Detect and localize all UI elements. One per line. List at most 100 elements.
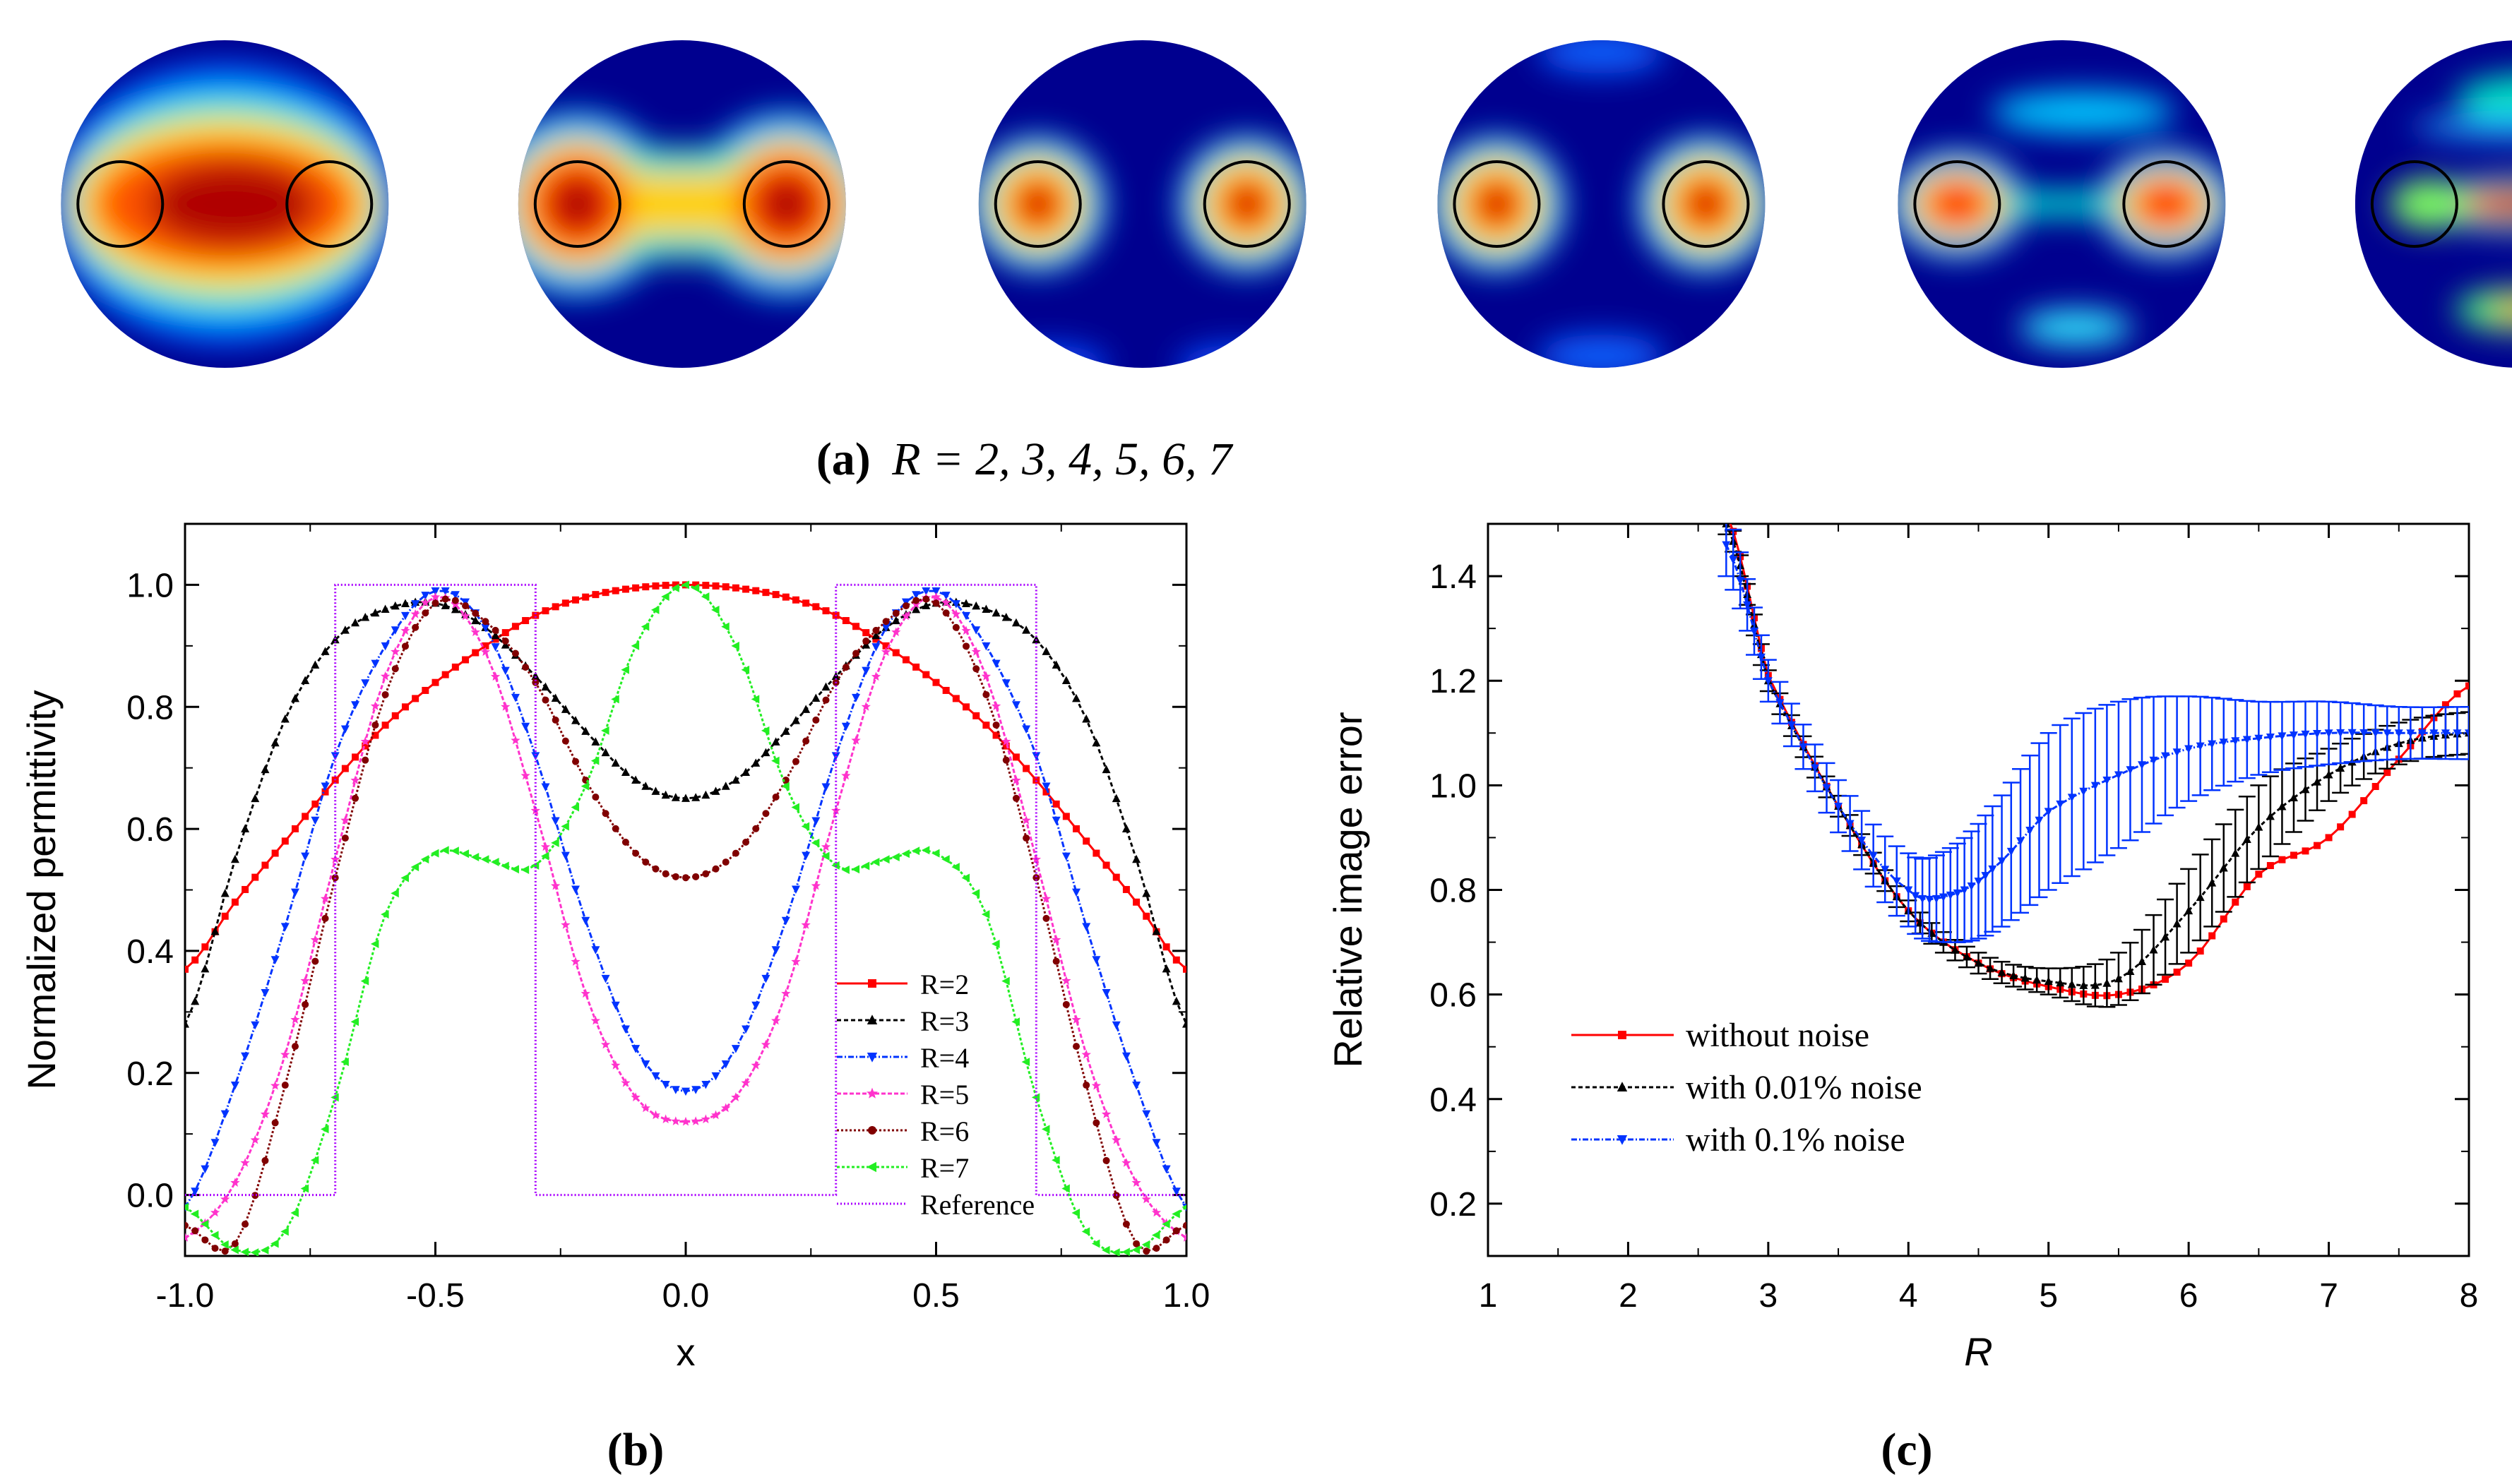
image-field: [61, 63, 389, 345]
data-point: [531, 752, 540, 760]
data-point: [1021, 1058, 1030, 1067]
data-point: [561, 920, 571, 929]
data-point: [551, 693, 560, 702]
y-tick-label: 1.4: [1429, 558, 1477, 596]
data-point: [1102, 1156, 1110, 1164]
data-point: [631, 775, 641, 784]
data-point: [482, 642, 489, 650]
data-point: [1183, 965, 1186, 973]
data-point: [982, 722, 990, 729]
data-point: [1001, 612, 1011, 621]
data-point: [932, 599, 940, 607]
data-point: [431, 678, 439, 686]
data-point: [251, 1021, 260, 1030]
data-point: [561, 599, 569, 607]
data-point: [672, 873, 679, 880]
data-point: [761, 1039, 771, 1049]
data-point: [2114, 771, 2123, 780]
data-point: [972, 665, 980, 673]
data-point: [681, 580, 689, 590]
data-point: [751, 1001, 761, 1010]
data-point: [350, 775, 360, 784]
y-tick-label: 0.2: [126, 1055, 174, 1093]
data-point: [692, 873, 700, 880]
data-point: [1881, 866, 1890, 874]
data-point: [802, 851, 811, 861]
data-point: [802, 705, 811, 713]
data-point: [2429, 729, 2439, 738]
data-point: [200, 1219, 209, 1228]
series-reference: [185, 583, 1186, 1197]
data-point: [2208, 932, 2216, 940]
data-point: [841, 865, 850, 874]
target-circle-left: [533, 160, 621, 248]
data-point: [1062, 813, 1070, 820]
data-point: [2347, 729, 2357, 738]
data-point: [1121, 1247, 1130, 1256]
target-circle-left: [1913, 160, 2001, 248]
legend-item: R=2: [837, 969, 969, 1000]
data-point: [801, 920, 811, 929]
data-point: [811, 817, 821, 825]
data-point: [201, 1236, 209, 1244]
data-point: [210, 1139, 220, 1147]
data-point: [381, 642, 390, 651]
data-point: [361, 679, 370, 688]
data-point: [2348, 810, 2356, 818]
data-point: [2102, 979, 2112, 987]
data-point: [220, 1110, 230, 1119]
data-point: [631, 1092, 641, 1101]
data-point: [621, 1077, 631, 1087]
data-point: [411, 600, 420, 609]
data-point: [331, 854, 340, 863]
data-point: [922, 671, 930, 678]
data-point: [952, 623, 960, 631]
data-point: [992, 608, 1001, 617]
data-point: [632, 584, 640, 592]
data-point: [230, 854, 239, 863]
data-point: [1736, 577, 1745, 585]
panel-b-chart: -1.0 -0.5 0.0 0.5 1.0 0.0 0.2 0.4 0.6 0.8 1.0 x Norm…: [19, 522, 1210, 1374]
data-point: [661, 1114, 671, 1124]
data-point: [410, 609, 420, 618]
data-point: [2006, 847, 2016, 856]
data-point: [941, 592, 951, 600]
data-point: [471, 616, 480, 625]
data-point: [2184, 745, 2193, 754]
data-point: [472, 649, 480, 657]
data-point: [1112, 873, 1120, 881]
legend-item: with 0.1% noise: [1571, 1121, 1905, 1159]
data-point: [942, 686, 950, 694]
data-point: [751, 1060, 761, 1070]
data-point: [221, 912, 229, 920]
data-point: [1102, 861, 1110, 869]
data-point: [532, 678, 540, 686]
data-point: [1918, 894, 1927, 904]
data-point: [591, 737, 600, 746]
data-point: [270, 956, 280, 964]
data-point: [1787, 721, 1796, 730]
data-point: [2208, 878, 2217, 887]
data-point: [1112, 1248, 1120, 1256]
data-point: [867, 1087, 878, 1099]
data-point: [572, 596, 580, 604]
data-point: [185, 965, 189, 973]
data-point: [731, 775, 740, 784]
data-point: [1091, 1239, 1100, 1248]
data-point: [1182, 1019, 1186, 1028]
data-point: [1101, 1109, 1112, 1118]
data-point: [311, 800, 319, 808]
data-point: [441, 587, 450, 596]
series-without-noise: [1729, 524, 2469, 1000]
x-tick-label: 2: [1619, 1277, 1638, 1315]
data-point: [2242, 736, 2251, 744]
data-point: [2231, 737, 2240, 746]
data-point: [472, 609, 480, 617]
legend: R=2 R=3 R=4 R=5 R=6 R=7 Reference: [837, 969, 1035, 1221]
series-line: [1725, 544, 2469, 901]
data-point: [2079, 981, 2088, 989]
data-point: [581, 726, 590, 735]
data-point: [360, 736, 370, 746]
data-point: [2243, 882, 2251, 890]
data-point: [2020, 973, 2030, 982]
